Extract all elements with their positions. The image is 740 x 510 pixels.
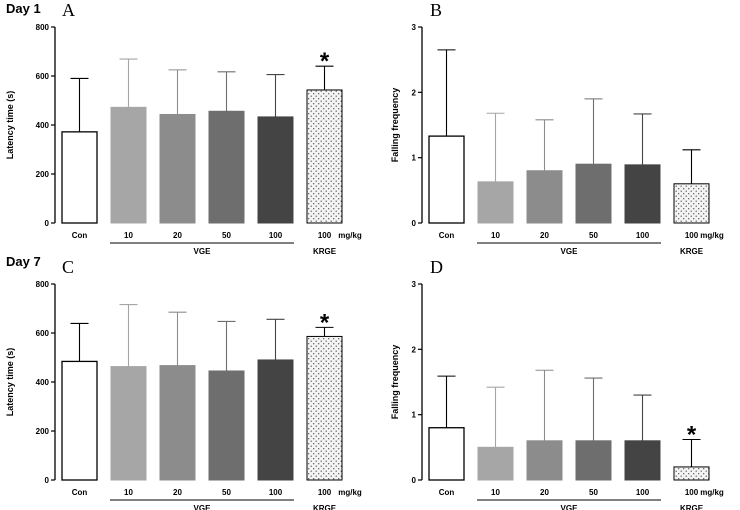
panel-a-category-label: Con bbox=[72, 231, 88, 240]
panel-d-significance-star: * bbox=[687, 421, 697, 448]
day-7-label: Day 7 bbox=[6, 254, 41, 269]
panel-a-bar bbox=[110, 106, 147, 224]
panel-c-ytick-label: 0 bbox=[45, 476, 50, 485]
panel-d-bar bbox=[428, 427, 465, 481]
panel-d-category-label: 20 bbox=[540, 488, 549, 497]
panel-c-vge-group-label: VGE bbox=[194, 504, 212, 510]
panel-b-bar bbox=[477, 181, 514, 224]
panel-a-ytick-label: 400 bbox=[36, 121, 50, 130]
panel-b-letter: B bbox=[430, 0, 443, 20]
panel-a-bar bbox=[159, 113, 196, 224]
panel-b-category-label: 50 bbox=[589, 231, 598, 240]
panel-b-bar bbox=[624, 164, 661, 224]
panel-d-bar bbox=[624, 440, 661, 481]
panel-b-category-label: Con bbox=[439, 231, 455, 240]
panel-b-unit-label: mg/kg bbox=[700, 231, 724, 240]
panel-d-category-label: 50 bbox=[589, 488, 598, 497]
panel-c-category-label: 100 bbox=[269, 488, 283, 497]
panel-a-vge-group-label: VGE bbox=[194, 247, 212, 256]
panel-c-bar bbox=[159, 365, 196, 481]
panel-a-letter: A bbox=[62, 0, 75, 20]
panel-a-unit-label: mg/kg bbox=[338, 231, 362, 240]
panel-a-ytick-label: 200 bbox=[36, 170, 50, 179]
panel-c-letter: C bbox=[62, 257, 75, 277]
panel-c-category-label: 50 bbox=[222, 488, 231, 497]
panel-c-bar bbox=[306, 335, 343, 481]
panel-c-bar bbox=[110, 366, 147, 481]
panel-d-ytick-label: 1 bbox=[412, 411, 417, 420]
panel-d-krge-group-label: KRGE bbox=[680, 504, 704, 510]
panel-a-ytick-label: 800 bbox=[36, 23, 50, 32]
panel-b-category-label: 100 bbox=[636, 231, 650, 240]
panel-c-ytick-label: 200 bbox=[36, 427, 50, 436]
panel-b-vge-group-label: VGE bbox=[561, 247, 579, 256]
panel-a-category-label: 20 bbox=[173, 231, 182, 240]
panel-b-category-label: 100 bbox=[685, 231, 699, 240]
panel-d-vge-group-label: VGE bbox=[561, 504, 579, 510]
panel-c-y-axis-label: Latency time (s) bbox=[5, 348, 15, 417]
panel-c-category-label: Con bbox=[72, 488, 88, 497]
panel-c-ytick-label: 600 bbox=[36, 329, 50, 338]
panel-b-category-label: 10 bbox=[491, 231, 500, 240]
panel-a-krge-group-label: KRGE bbox=[313, 247, 337, 256]
panel-d-letter: D bbox=[430, 257, 443, 277]
panel-a-bar bbox=[208, 110, 245, 224]
panel-d-ytick-label: 0 bbox=[412, 476, 417, 485]
panel-b-ytick-label: 0 bbox=[412, 219, 417, 228]
panel-c-bar bbox=[257, 359, 294, 481]
panel-a-bar bbox=[257, 116, 294, 224]
panel-d-category-label: 100 bbox=[636, 488, 650, 497]
panel-c-category-label: 100 bbox=[318, 488, 332, 497]
panel-d-y-axis-label: Falling frequency bbox=[390, 345, 400, 420]
day-1-label: Day 1 bbox=[6, 1, 41, 16]
panel-d-unit-label: mg/kg bbox=[700, 488, 724, 497]
panel-d-bar bbox=[673, 466, 710, 481]
panel-b-y-axis-label: Falling frequency bbox=[390, 88, 400, 163]
panel-a-y-axis-label: Latency time (s) bbox=[5, 91, 15, 160]
panel-c-bar bbox=[208, 370, 245, 481]
panel-a-category-label: 100 bbox=[318, 231, 332, 240]
panel-d-category-label: Con bbox=[439, 488, 455, 497]
panel-c-bar bbox=[61, 360, 98, 481]
panel-d-ytick-label: 3 bbox=[412, 280, 417, 289]
panel-a-ytick-label: 0 bbox=[45, 219, 50, 228]
panel-d-bar bbox=[526, 440, 563, 481]
panel-a-bar bbox=[61, 131, 98, 224]
panel-c-ytick-label: 800 bbox=[36, 280, 50, 289]
panel-d-bar bbox=[575, 440, 612, 481]
panel-c-krge-group-label: KRGE bbox=[313, 504, 337, 510]
panel-c-significance-star: * bbox=[320, 309, 330, 336]
panel-a-bar bbox=[306, 89, 343, 224]
panel-b-krge-group-label: KRGE bbox=[680, 247, 704, 256]
panel-a-category-label: 10 bbox=[124, 231, 133, 240]
panel-b-category-label: 20 bbox=[540, 231, 549, 240]
panel-b-bar bbox=[526, 170, 563, 224]
panel-d-bar bbox=[477, 446, 514, 481]
panel-b-bar bbox=[428, 135, 465, 224]
panel-a-significance-star: * bbox=[320, 48, 330, 75]
panel-c-unit-label: mg/kg bbox=[338, 488, 362, 497]
panel-c-ytick-label: 400 bbox=[36, 378, 50, 387]
panel-c-category-label: 10 bbox=[124, 488, 133, 497]
panel-b-bar bbox=[673, 183, 710, 224]
panel-d-category-label: 10 bbox=[491, 488, 500, 497]
panel-c-category-label: 20 bbox=[173, 488, 182, 497]
panel-a-category-label: 50 bbox=[222, 231, 231, 240]
panel-a-category-label: 100 bbox=[269, 231, 283, 240]
panel-d-category-label: 100 bbox=[685, 488, 699, 497]
panel-a-ytick-label: 600 bbox=[36, 72, 50, 81]
panel-b-bar bbox=[575, 163, 612, 224]
panel-b-ytick-label: 3 bbox=[412, 23, 417, 32]
panel-d-ytick-label: 2 bbox=[412, 345, 417, 354]
panel-b-ytick-label: 2 bbox=[412, 88, 417, 97]
panel-b-ytick-label: 1 bbox=[412, 154, 417, 163]
